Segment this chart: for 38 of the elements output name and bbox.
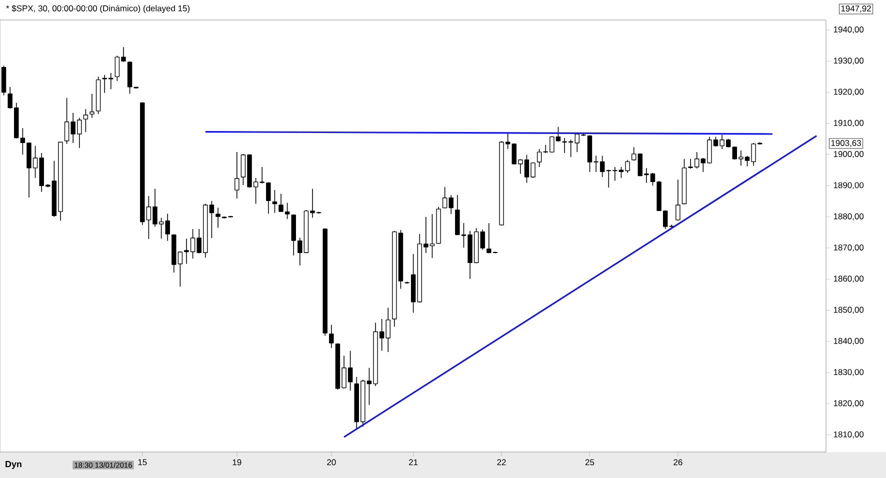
y-tick-label: 1900,00 bbox=[834, 151, 864, 158]
candlestick bbox=[442, 186, 448, 209]
y-tick-label: 1880,00 bbox=[834, 213, 864, 220]
candlestick bbox=[386, 307, 390, 352]
candlestick bbox=[272, 190, 278, 214]
x-tick-label: 20 bbox=[327, 459, 336, 466]
text: Dyn bbox=[6, 460, 22, 470]
x-tick-label: 26 bbox=[674, 459, 682, 466]
y-tick-label: 1910,00 bbox=[834, 120, 864, 127]
candlestick bbox=[536, 148, 542, 168]
y-tick-label: 1840,00 bbox=[834, 338, 864, 345]
candlestick bbox=[448, 194, 454, 214]
candlestick bbox=[90, 93, 94, 118]
chart-title: * $SPX, 30, 00:00-00:00 (Dinámico) (delayed 15) bbox=[6, 4, 190, 13]
y-tick-label: 1930,00 bbox=[834, 58, 864, 65]
x-tick-label: 19 bbox=[232, 459, 242, 466]
y-tick-label: 1830,00 bbox=[834, 369, 864, 376]
x-tick-label: 25 bbox=[585, 459, 594, 466]
candlestick bbox=[631, 146, 636, 161]
x-tick-label: 22 bbox=[497, 459, 506, 466]
candlestick bbox=[676, 179, 680, 221]
y-tick-label: 1870,00 bbox=[834, 244, 864, 252]
y-tick-label: 1940,00 bbox=[834, 26, 864, 34]
candlestick bbox=[83, 108, 88, 133]
candlestick bbox=[216, 207, 220, 228]
y-tick-label: 1920,00 bbox=[834, 88, 864, 96]
candlestick bbox=[480, 229, 485, 250]
y-tick-label: 1890,00 bbox=[834, 182, 864, 190]
x-tick-label: 21 bbox=[409, 459, 418, 466]
y-tick-label: 1810,00 bbox=[834, 431, 864, 438]
y-tick-label: 1860,00 bbox=[834, 276, 864, 283]
y-tick-label: 1850,00 bbox=[834, 306, 864, 314]
y-tick-label: 1820,00 bbox=[834, 400, 864, 408]
text: 1903,63 bbox=[831, 140, 861, 147]
text: 1947,92 bbox=[841, 6, 871, 12]
candlestick bbox=[234, 152, 240, 199]
candlestick bbox=[329, 324, 334, 348]
x-tick-label: 15 bbox=[138, 459, 147, 466]
